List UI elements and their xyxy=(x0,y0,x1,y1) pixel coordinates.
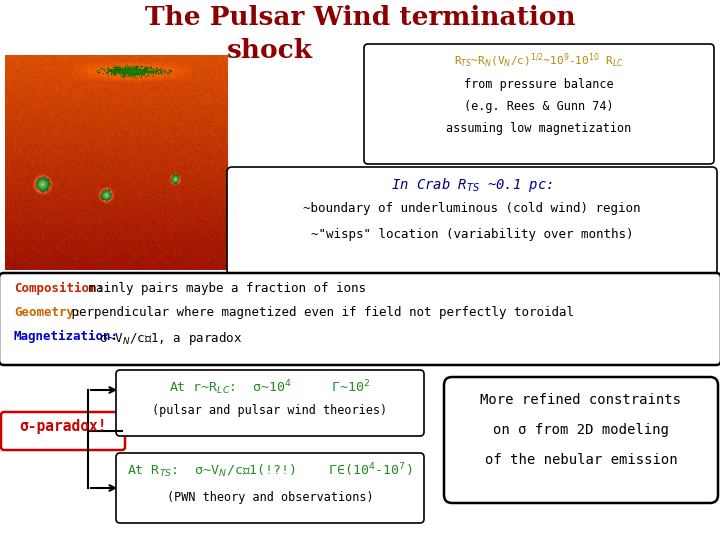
Text: In Crab R$_{TS}$ ~0.1 pc:: In Crab R$_{TS}$ ~0.1 pc: xyxy=(391,176,553,194)
FancyBboxPatch shape xyxy=(364,44,714,164)
Text: ~boundary of underluminous (cold wind) region: ~boundary of underluminous (cold wind) r… xyxy=(303,202,641,215)
FancyBboxPatch shape xyxy=(116,453,424,523)
Text: of the nebular emission: of the nebular emission xyxy=(485,453,678,467)
FancyBboxPatch shape xyxy=(116,370,424,436)
FancyBboxPatch shape xyxy=(227,167,717,275)
Text: (PWN theory and observations): (PWN theory and observations) xyxy=(167,491,373,504)
Text: At R$_{TS}$:  σ~V$_N$/c≪1(!?!)    Γ∈(10$^4$-10$^7$): At R$_{TS}$: σ~V$_N$/c≪1(!?!) Γ∈(10$^4$-… xyxy=(127,461,413,480)
Text: from pressure balance: from pressure balance xyxy=(464,78,614,91)
Text: Composition:: Composition: xyxy=(14,282,104,295)
Text: (pulsar and pulsar wind theories): (pulsar and pulsar wind theories) xyxy=(153,404,387,417)
Text: shock: shock xyxy=(227,38,313,63)
Text: on σ from 2D modeling: on σ from 2D modeling xyxy=(493,423,669,437)
Text: σ~V$_N$/c≪1, a paradox: σ~V$_N$/c≪1, a paradox xyxy=(92,330,243,347)
Text: (e.g. Rees & Gunn 74): (e.g. Rees & Gunn 74) xyxy=(464,100,614,113)
Text: σ-paradox!: σ-paradox! xyxy=(19,419,107,434)
Text: The Pulsar Wind termination: The Pulsar Wind termination xyxy=(145,5,575,30)
FancyBboxPatch shape xyxy=(1,412,125,450)
Text: assuming low magnetization: assuming low magnetization xyxy=(446,122,631,135)
Text: More refined constraints: More refined constraints xyxy=(480,393,682,407)
Text: R$_{TS}$~R$_N$(V$_N$/c)$^{1/2}$~10$^9$-10$^{10}$ R$_{LC}$: R$_{TS}$~R$_N$(V$_N$/c)$^{1/2}$~10$^9$-1… xyxy=(454,52,624,70)
Text: At r~R$_{LC}$:  σ~10$^4$     Γ~10$^2$: At r~R$_{LC}$: σ~10$^4$ Γ~10$^2$ xyxy=(169,378,371,397)
Text: mainly pairs maybe a fraction of ions: mainly pairs maybe a fraction of ions xyxy=(81,282,366,295)
Text: ~"wisps" location (variability over months): ~"wisps" location (variability over mont… xyxy=(311,228,634,241)
FancyBboxPatch shape xyxy=(0,273,720,365)
Text: Magnetization:: Magnetization: xyxy=(14,330,119,343)
Text: perpendicular where magnetized even if field not perfectly toroidal: perpendicular where magnetized even if f… xyxy=(64,306,575,319)
Text: Geometry:: Geometry: xyxy=(14,306,81,319)
FancyBboxPatch shape xyxy=(444,377,718,503)
